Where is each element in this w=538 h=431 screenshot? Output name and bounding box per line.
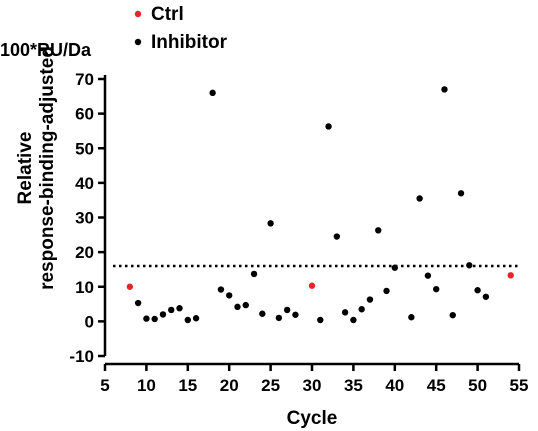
data-point-inhibitor (176, 305, 183, 312)
data-point-inhibitor (159, 311, 167, 318)
series-ctrl (126, 272, 514, 290)
series-inhibitor (134, 86, 490, 324)
legend-marker-inhibitor (134, 38, 142, 46)
data-point-inhibitor (234, 303, 241, 311)
data-point-ctrl (126, 283, 134, 290)
data-point-inhibitor (217, 286, 225, 293)
data-point-inhibitor (366, 296, 374, 303)
data-point-inhibitor (333, 233, 341, 240)
data-point-inhibitor (433, 285, 440, 293)
y-tick-label: 30 (75, 209, 94, 228)
data-point-inhibitor (209, 89, 216, 97)
data-point-inhibitor (168, 306, 175, 314)
data-point-inhibitor (151, 315, 158, 323)
data-point-inhibitor (292, 311, 299, 318)
y-tick-label: 20 (75, 243, 94, 262)
data-point-inhibitor (283, 306, 291, 314)
x-tick-label: 40 (385, 376, 404, 395)
data-point-inhibitor (143, 315, 150, 322)
data-point-inhibitor (466, 262, 473, 269)
data-point-inhibitor (424, 272, 432, 279)
x-axis-title: Cycle (287, 408, 338, 429)
data-point-inhibitor (474, 287, 481, 294)
y-tick-label: -10 (69, 347, 94, 366)
legend-label-inhibitor: Inhibitor (151, 32, 228, 53)
data-point-inhibitor (226, 292, 233, 299)
y-axis-title: Relative response-binding-adjusted (15, 46, 58, 290)
data-point-inhibitor (482, 293, 490, 300)
data-point-inhibitor (358, 306, 365, 313)
data-point-inhibitor (416, 195, 423, 202)
y-tick-label: 10 (75, 278, 94, 297)
data-point-inhibitor (242, 301, 249, 309)
legend: Ctrl Inhibitor (134, 4, 228, 53)
data-points (126, 86, 514, 324)
x-tick-label: 20 (220, 376, 239, 395)
data-point-inhibitor (275, 314, 283, 322)
x-tick-label: 45 (427, 376, 446, 395)
x-tick-label: 15 (178, 376, 197, 395)
data-point-inhibitor (375, 227, 382, 234)
x-tick-label: 30 (303, 376, 322, 395)
y-tick-label: 50 (75, 139, 94, 158)
data-point-inhibitor (267, 220, 274, 227)
data-point-inhibitor (341, 309, 349, 316)
x-tick-label: 50 (468, 376, 487, 395)
x-tick-label: 25 (261, 376, 280, 395)
data-point-inhibitor (350, 316, 357, 324)
data-point-inhibitor (325, 123, 332, 130)
y-tick-label: 40 (75, 174, 94, 193)
data-point-inhibitor (457, 190, 465, 197)
x-tick-label: 55 (510, 376, 529, 395)
axes: -10 0 10 20 30 40 50 60 70 5 10 15 20 25 30 35 40 45 50 55 (69, 70, 528, 395)
data-point-inhibitor (441, 86, 448, 93)
x-tick-label: 5 (100, 376, 109, 395)
data-point-inhibitor (184, 316, 191, 324)
data-point-inhibitor (408, 314, 415, 321)
data-point-inhibitor (449, 311, 456, 319)
y-tick-label: 70 (75, 70, 94, 89)
data-point-inhibitor (259, 310, 266, 317)
data-point-inhibitor (134, 299, 142, 307)
y-axis-title-line: response-binding-adjusted (37, 46, 58, 290)
y-unit-label: 100*RU/Da (0, 40, 92, 60)
data-point-inhibitor (317, 316, 324, 324)
data-point-inhibitor (192, 315, 200, 322)
x-tick-label: 35 (344, 376, 363, 395)
legend-label-ctrl: Ctrl (151, 4, 184, 25)
y-tick-label: 60 (75, 105, 94, 124)
data-point-inhibitor (383, 287, 390, 295)
legend-marker-ctrl (134, 10, 142, 18)
data-point-ctrl (308, 282, 316, 289)
x-tick-label: 10 (137, 376, 156, 395)
data-point-ctrl (507, 272, 514, 279)
y-tick-label: 0 (85, 312, 94, 331)
data-point-inhibitor (391, 264, 398, 271)
data-point-inhibitor (250, 270, 258, 278)
y-axis-title-line: Relative (15, 132, 36, 205)
